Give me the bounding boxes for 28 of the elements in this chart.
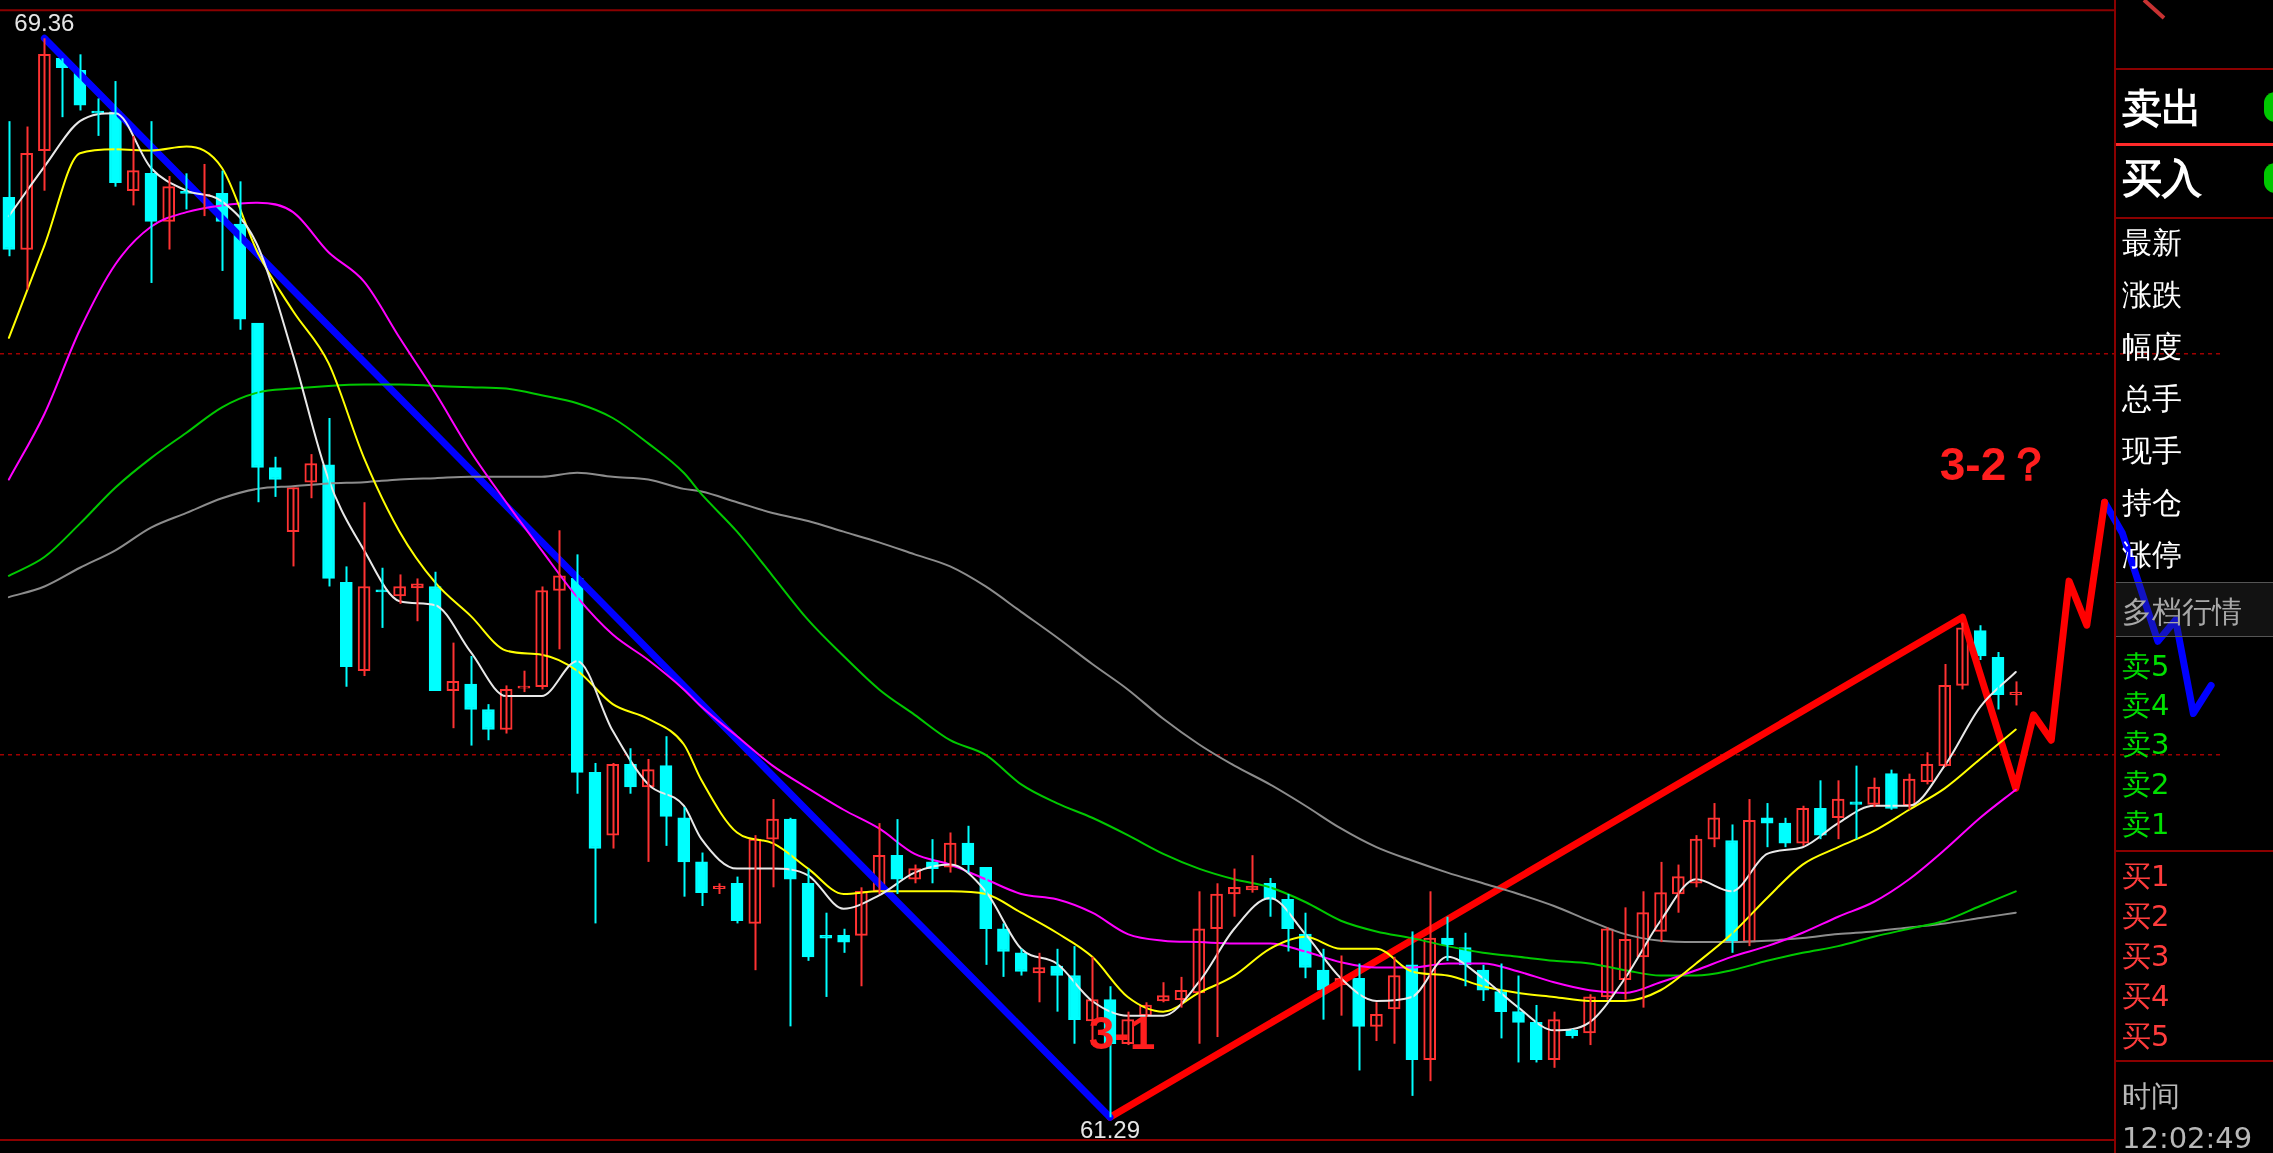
annotation: 持仓	[2122, 485, 2182, 520]
annotation: 61.29	[1079, 1115, 1141, 1143]
annotation: 买4	[2122, 979, 2170, 1013]
annotation: 卖2	[2122, 767, 2170, 801]
annotation: 买1	[2122, 859, 2170, 893]
candlestick	[411, 577, 424, 623]
annotation: 买3	[2122, 939, 2170, 973]
candlestick	[375, 566, 389, 629]
annotation: 涨跌	[2122, 277, 2182, 312]
candlestick	[712, 882, 726, 895]
annotation: 总手	[2122, 381, 2182, 416]
annotation: 时间	[2122, 1079, 2180, 1113]
annotation: 买2	[2122, 899, 2170, 933]
annotation: 卖3	[2122, 727, 2170, 761]
candlestick	[2009, 680, 2023, 707]
annotation: 买5	[2122, 1019, 2170, 1053]
annotation: 卖5	[2122, 649, 2170, 683]
annotation: 最新	[2122, 225, 2182, 260]
annotation: 12:02:49	[2122, 1121, 2253, 1153]
annotation: 卖4	[2122, 688, 2170, 722]
annotation: 幅度	[2122, 329, 2182, 364]
annotation: 3-2？	[1939, 437, 2053, 490]
annotation: 现手	[2122, 433, 2182, 468]
annotation: 买入	[2122, 155, 2202, 201]
candlestick	[819, 911, 833, 998]
annotation: 69.36	[14, 8, 75, 36]
annotation: 卖1	[2122, 807, 2170, 841]
annotation: 卖出	[2122, 85, 2202, 131]
